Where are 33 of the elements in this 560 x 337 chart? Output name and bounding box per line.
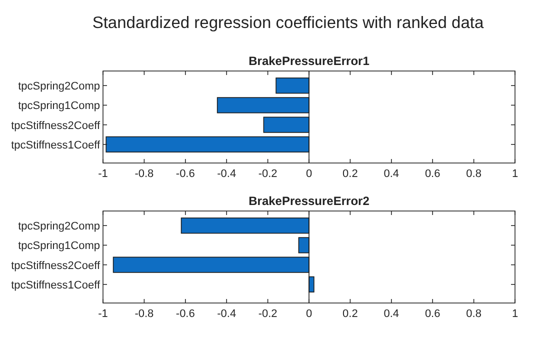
y-tick-label: tpcSpring1Comp: [18, 240, 100, 252]
x-tick-label: 1: [512, 168, 518, 180]
x-tick-label: 0.8: [466, 308, 482, 320]
x-tick-label: -0.6: [176, 168, 195, 180]
x-tick-label: -0.4: [217, 168, 236, 180]
x-tick-label: 0.8: [466, 168, 482, 180]
y-tick-label: tpcSpring1Comp: [18, 100, 100, 112]
x-tick-label: -1: [98, 308, 108, 320]
x-tick-label: -0.4: [217, 308, 236, 320]
x-tick-label: 0.4: [384, 168, 400, 180]
chart-subtitle: BrakePressureError2: [248, 194, 370, 208]
x-tick-label: -1: [98, 168, 108, 180]
y-tick-label: tpcStiffness1Coeff: [11, 279, 101, 292]
x-tick-label: -0.8: [134, 308, 154, 320]
y-tick-label: tpcSpring2Comp: [18, 220, 100, 233]
x-tick-label: 0.4: [384, 308, 400, 320]
y-tick-label: tpcSpring2Comp: [18, 80, 100, 93]
chart-subtitle: BrakePressureError1: [248, 54, 370, 68]
x-tick-label: -0.2: [258, 168, 278, 180]
x-tick-label: 0.2: [342, 308, 358, 320]
x-tick-label: 0.2: [342, 168, 358, 180]
x-tick-label: -0.8: [134, 168, 154, 180]
y-tick-label: tpcStiffness1Coeff: [11, 139, 101, 152]
y-tick-label: tpcStiffness2Coeff: [11, 120, 101, 132]
x-tick-label: -0.2: [258, 308, 278, 320]
x-tick-label: 0.6: [424, 308, 440, 320]
y-tick-label: tpcStiffness2Coeff: [11, 260, 101, 272]
x-tick-label: 0: [306, 168, 312, 180]
x-tick-label: 1: [512, 308, 518, 320]
x-tick-label: 0: [306, 308, 312, 320]
x-tick-label: -0.6: [176, 308, 195, 320]
chart-title: Standardized regression coefficients with ranked data: [92, 14, 484, 32]
x-tick-label: 0.6: [424, 168, 440, 180]
